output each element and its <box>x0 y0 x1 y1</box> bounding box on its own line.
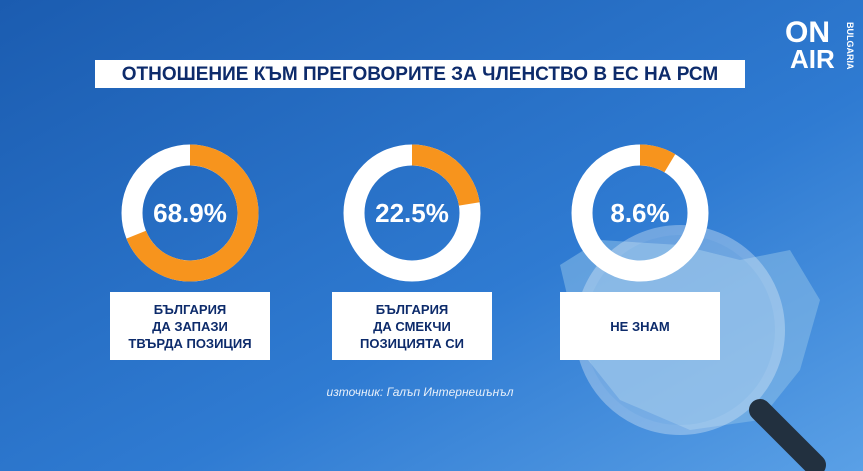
logo-air: AIR <box>790 44 835 74</box>
donut-segment <box>639 144 676 173</box>
value-label: 8.6% <box>610 198 669 228</box>
logo-side: BULGARIA <box>845 22 855 70</box>
donut-segment <box>126 144 259 282</box>
value-label: 22.5% <box>375 198 449 228</box>
magnifier-handle <box>749 399 826 471</box>
value-label: 68.9% <box>153 198 227 228</box>
category-label: БЪЛГАРИЯ ДА ЗАПАЗИ ТВЪРДА ПОЗИЦИЯ <box>110 292 270 360</box>
category-label: БЪЛГАРИЯ ДА СМЕКЧИ ПОЗИЦИЯТА СИ <box>332 292 492 360</box>
title-bar <box>95 60 745 88</box>
donut-segment <box>411 144 480 207</box>
logo-on: ON <box>785 16 830 49</box>
source: източник: Галъп Интернешънъл <box>327 385 514 399</box>
chart-title: ОТНОШЕНИЕ КЪМ ПРЕГОВОРИТЕ ЗА ЧЛЕНСТВО В … <box>122 64 718 85</box>
category-label: НЕ ЗНАМ <box>560 292 720 360</box>
